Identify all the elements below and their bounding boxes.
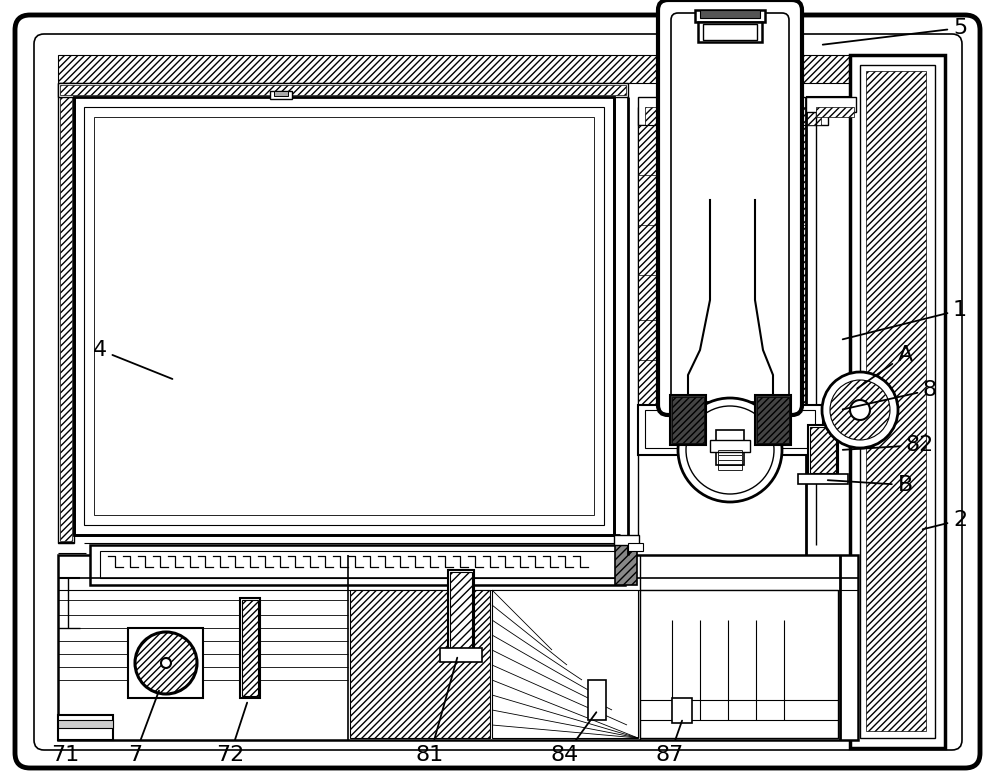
Bar <box>798 474 848 484</box>
Bar <box>440 648 482 662</box>
Bar <box>703 24 757 40</box>
Bar <box>58 83 628 97</box>
Text: 82: 82 <box>843 435 934 455</box>
Bar <box>350 590 490 738</box>
Bar <box>645 107 821 125</box>
Bar <box>806 97 856 112</box>
Bar <box>695 10 765 22</box>
Bar <box>645 410 815 448</box>
Circle shape <box>830 380 890 440</box>
Text: 4: 4 <box>93 340 172 379</box>
Bar <box>672 397 704 443</box>
Bar <box>240 598 260 698</box>
Bar <box>628 543 643 551</box>
Text: 1: 1 <box>843 300 967 339</box>
Bar <box>90 545 625 585</box>
Bar <box>74 97 614 535</box>
Text: 8: 8 <box>843 380 937 410</box>
Bar <box>638 97 828 125</box>
Bar <box>492 590 638 738</box>
Circle shape <box>678 398 782 502</box>
Bar <box>450 572 472 648</box>
Bar <box>448 570 474 650</box>
Circle shape <box>822 372 898 448</box>
Circle shape <box>161 658 171 668</box>
Bar <box>614 535 639 545</box>
Bar <box>58 715 113 740</box>
Bar <box>58 555 858 740</box>
Text: 7: 7 <box>128 691 159 765</box>
Bar <box>716 430 744 465</box>
Text: 5: 5 <box>823 18 967 45</box>
Bar <box>698 22 762 42</box>
Text: 71: 71 <box>51 740 80 765</box>
Text: 84: 84 <box>551 713 596 765</box>
Bar <box>274 91 288 96</box>
Text: B: B <box>828 475 913 495</box>
Bar <box>84 107 604 525</box>
Bar <box>672 698 692 723</box>
Bar <box>615 545 637 585</box>
Text: 87: 87 <box>656 720 684 765</box>
Bar <box>710 440 750 452</box>
Bar <box>242 600 258 696</box>
Bar <box>810 427 836 473</box>
Bar <box>58 55 928 83</box>
Bar <box>100 551 615 578</box>
Bar <box>850 55 945 748</box>
Bar <box>640 590 838 738</box>
Bar <box>755 395 791 445</box>
Text: 72: 72 <box>216 702 247 765</box>
Circle shape <box>135 632 197 694</box>
Bar <box>638 125 806 405</box>
Bar <box>638 405 823 455</box>
Bar <box>700 10 760 18</box>
Bar <box>866 71 926 731</box>
Text: 2: 2 <box>923 510 967 530</box>
Bar <box>58 720 113 728</box>
Circle shape <box>850 400 870 420</box>
Bar <box>128 628 203 698</box>
Bar <box>670 395 706 445</box>
Bar <box>58 83 74 543</box>
Bar <box>588 680 606 720</box>
FancyBboxPatch shape <box>15 15 980 768</box>
Bar <box>94 117 594 515</box>
Text: 81: 81 <box>416 658 457 765</box>
Bar <box>60 85 72 541</box>
Text: A: A <box>857 345 913 388</box>
Circle shape <box>686 406 774 494</box>
Bar <box>60 85 626 95</box>
Bar <box>757 397 789 443</box>
Bar <box>860 65 935 738</box>
Bar <box>808 425 838 475</box>
FancyBboxPatch shape <box>658 0 802 415</box>
Bar <box>816 107 854 117</box>
Bar <box>270 91 292 99</box>
